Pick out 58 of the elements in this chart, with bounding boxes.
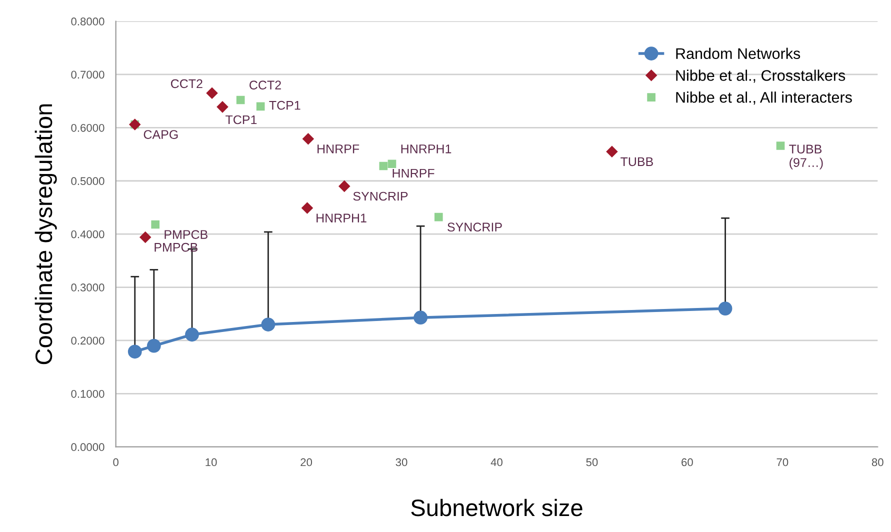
y-tick-label: 0.5000 xyxy=(71,177,104,186)
point xyxy=(128,344,142,359)
x-tick-label: 70 xyxy=(776,458,788,466)
y-tick-label: 0.3000 xyxy=(71,284,104,292)
annotation: PMPCB xyxy=(154,242,198,252)
y-axis-title: Coordinate dysregulation xyxy=(34,104,57,364)
annotation: SYNCRIP xyxy=(353,192,408,201)
annotation: HNRPF xyxy=(392,168,434,178)
annotation: TUBB (97…) xyxy=(789,144,823,170)
x-tick-label: 50 xyxy=(586,458,598,466)
legend-label: Random Networks xyxy=(676,48,800,60)
annotation: HNRPH1 xyxy=(316,214,366,222)
annotation: HNRPH1 xyxy=(401,144,452,154)
point xyxy=(206,87,218,99)
point xyxy=(434,212,443,222)
x-tick-label: 0 xyxy=(113,458,118,466)
point xyxy=(151,220,160,229)
point xyxy=(338,180,350,192)
point xyxy=(140,232,151,243)
annotation: CCT2 xyxy=(250,80,281,90)
y-tick-label: 0.4000 xyxy=(71,230,104,238)
x-tick-label: 80 xyxy=(872,458,884,466)
x-tick-label: 10 xyxy=(206,458,217,466)
y-tick-label: 0.6000 xyxy=(71,124,104,132)
legend-label: Nibbe et al., All interacters xyxy=(676,92,852,105)
x-tick-label: 30 xyxy=(396,458,408,466)
point xyxy=(185,328,199,342)
x-tick-label: 60 xyxy=(682,458,693,466)
point xyxy=(388,160,396,168)
annotation: CAPG xyxy=(144,130,178,139)
point xyxy=(776,142,785,150)
y-tick-label: 0.8000 xyxy=(71,18,104,26)
legend-label: Nibbe et al., Crosstalkers xyxy=(676,70,846,83)
x-axis-title: Subnetwork size xyxy=(411,498,582,516)
annotation: CCT2 xyxy=(170,79,202,88)
annotation: TUBB xyxy=(620,157,653,166)
annotation: PMPCB xyxy=(164,230,208,239)
x-tick-label: 40 xyxy=(490,458,502,466)
point xyxy=(256,102,265,111)
y-tick-label: 0.7000 xyxy=(71,70,104,79)
annotation: TCP1 xyxy=(226,115,257,124)
point xyxy=(146,338,161,353)
point xyxy=(302,133,314,144)
point xyxy=(606,146,618,158)
annotation: TCP1 xyxy=(269,100,300,110)
point xyxy=(216,101,228,113)
point xyxy=(302,202,313,214)
y-tick-label: 0.2000 xyxy=(71,336,104,345)
point xyxy=(236,96,245,104)
point xyxy=(718,302,732,316)
annotation: HNRPF xyxy=(318,144,360,154)
point xyxy=(261,318,276,332)
x-tick-label: 20 xyxy=(300,458,312,466)
point xyxy=(414,310,428,325)
y-tick-label: 0.0000 xyxy=(71,443,104,452)
y-tick-label: 0.1000 xyxy=(71,390,104,398)
annotation: SYNCRIP xyxy=(448,222,502,232)
point xyxy=(379,162,388,170)
